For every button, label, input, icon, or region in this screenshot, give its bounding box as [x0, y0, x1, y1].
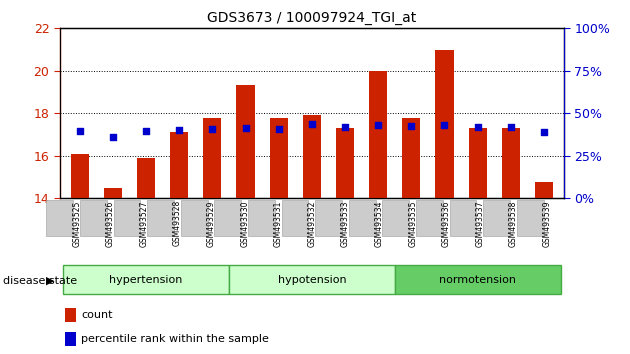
Bar: [65, 332, 76, 346]
Bar: [501, 128, 520, 198]
FancyBboxPatch shape: [315, 200, 342, 236]
Bar: [369, 71, 387, 198]
Text: GSM493539: GSM493539: [542, 200, 551, 247]
FancyBboxPatch shape: [517, 200, 544, 236]
Point: [539, 130, 549, 135]
FancyBboxPatch shape: [229, 266, 395, 294]
Text: disease state: disease state: [3, 276, 77, 286]
Text: GSM493538: GSM493538: [509, 200, 518, 247]
Point: [307, 121, 317, 127]
FancyBboxPatch shape: [47, 200, 73, 236]
Bar: [303, 115, 321, 198]
Text: GSM493529: GSM493529: [207, 200, 215, 247]
Point: [75, 129, 85, 134]
Point: [108, 134, 118, 139]
FancyBboxPatch shape: [483, 200, 510, 236]
Point: [506, 124, 516, 130]
FancyBboxPatch shape: [450, 200, 476, 236]
Bar: [435, 50, 454, 198]
Bar: [170, 132, 188, 198]
Bar: [535, 182, 553, 198]
Point: [340, 124, 350, 130]
FancyBboxPatch shape: [248, 200, 275, 236]
Bar: [336, 128, 354, 198]
FancyBboxPatch shape: [113, 200, 140, 236]
Bar: [236, 85, 255, 198]
Text: GSM493528: GSM493528: [173, 200, 182, 246]
Point: [373, 122, 383, 128]
Title: GDS3673 / 100097924_TGI_at: GDS3673 / 100097924_TGI_at: [207, 11, 416, 24]
Text: GSM493533: GSM493533: [341, 200, 350, 247]
Text: percentile rank within the sample: percentile rank within the sample: [81, 333, 269, 344]
Point: [440, 122, 450, 128]
FancyBboxPatch shape: [80, 200, 107, 236]
Text: GSM493526: GSM493526: [106, 200, 115, 247]
Point: [174, 127, 184, 133]
FancyBboxPatch shape: [147, 200, 174, 236]
Text: GSM493532: GSM493532: [307, 200, 316, 247]
Bar: [65, 308, 76, 322]
Text: GSM493527: GSM493527: [139, 200, 148, 247]
Bar: [270, 118, 288, 198]
Point: [472, 124, 483, 130]
FancyBboxPatch shape: [416, 200, 443, 236]
Text: normotension: normotension: [439, 275, 516, 285]
FancyBboxPatch shape: [382, 200, 410, 236]
Text: GSM493537: GSM493537: [476, 200, 484, 247]
Bar: [71, 154, 89, 198]
Text: GSM493530: GSM493530: [240, 200, 249, 247]
Text: count: count: [81, 310, 113, 320]
FancyBboxPatch shape: [63, 266, 229, 294]
Text: GSM493534: GSM493534: [375, 200, 384, 247]
Text: GSM493525: GSM493525: [72, 200, 81, 247]
FancyBboxPatch shape: [349, 200, 375, 236]
Text: hypotension: hypotension: [278, 275, 346, 285]
FancyBboxPatch shape: [181, 200, 208, 236]
FancyBboxPatch shape: [214, 200, 241, 236]
Text: ▶: ▶: [47, 276, 55, 286]
FancyBboxPatch shape: [282, 200, 309, 236]
Point: [141, 129, 151, 134]
FancyBboxPatch shape: [395, 266, 561, 294]
Bar: [402, 118, 420, 198]
Bar: [203, 118, 222, 198]
Text: hypertension: hypertension: [110, 275, 183, 285]
Point: [207, 126, 217, 132]
Bar: [137, 158, 155, 198]
Point: [273, 126, 284, 132]
Point: [241, 125, 251, 131]
Text: GSM493535: GSM493535: [408, 200, 417, 247]
Bar: [469, 128, 487, 198]
Bar: [104, 188, 122, 198]
Text: GSM493536: GSM493536: [442, 200, 450, 247]
Text: GSM493531: GSM493531: [274, 200, 283, 247]
Point: [406, 123, 416, 129]
